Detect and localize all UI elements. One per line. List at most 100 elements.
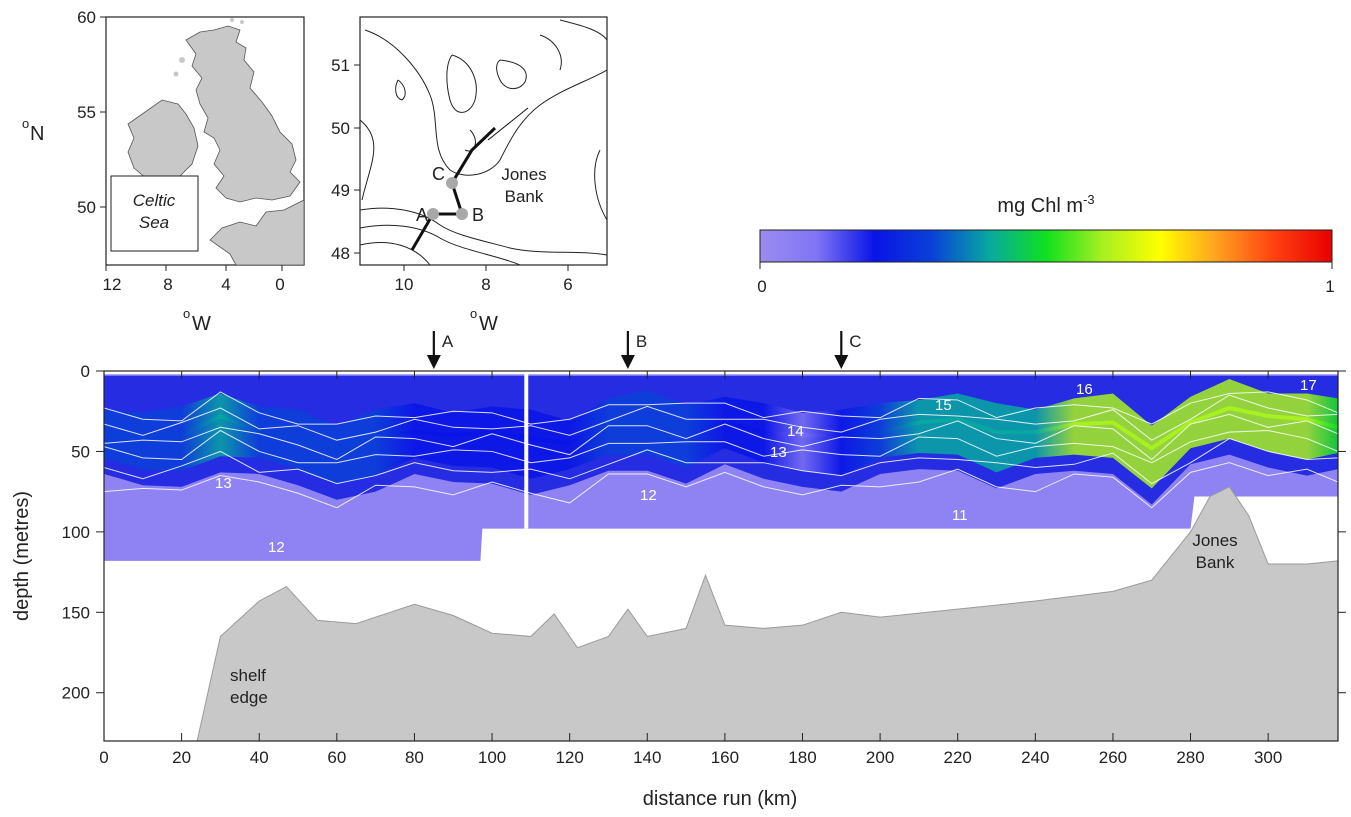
x-tick-label: 260 xyxy=(1099,748,1127,767)
station-c-label: C xyxy=(432,164,445,184)
detail-lon-tick: 8 xyxy=(481,275,490,294)
x-tick-label: 60 xyxy=(327,748,346,767)
station-arrow-c: C xyxy=(834,331,862,369)
y-tick-label: 0 xyxy=(81,362,90,381)
isotherm-label: 12 xyxy=(268,539,285,556)
overview-lon-tick: 8 xyxy=(163,275,172,294)
overview-lat-label-sup: o xyxy=(22,116,29,131)
contour-line xyxy=(446,54,477,113)
jones-bank-map-label-line2: Bank xyxy=(505,187,544,206)
x-tick-label: 0 xyxy=(99,748,108,767)
overview-lat-tick: 55 xyxy=(77,103,96,122)
detail-map: A B C Jones Bank 51 50 49 48 10 8 6 o W xyxy=(331,16,608,335)
x-axis: 0 20 40 60 80 100 120 140 160 180 200 220 240 260 280 3… xyxy=(99,371,1282,767)
x-tick-label: 280 xyxy=(1176,748,1204,767)
x-tick-label: 160 xyxy=(711,748,739,767)
jones-bank-label-line2: Bank xyxy=(1196,553,1235,572)
island-mark xyxy=(230,18,234,22)
overview-lon-label-sup: o xyxy=(183,306,190,321)
isotherm-label: 11 xyxy=(952,507,968,524)
jones-bank-leader xyxy=(487,107,529,141)
overview-lon-axis: 12 8 4 0 o W xyxy=(103,265,285,335)
overview-lon-tick: 12 xyxy=(103,275,122,294)
contour-line xyxy=(594,149,607,221)
station-arrow-label: B xyxy=(636,332,647,351)
overview-lon-tick: 0 xyxy=(275,275,284,294)
detail-lat-axis: 51 50 49 48 xyxy=(331,56,360,263)
x-tick-label: 300 xyxy=(1254,748,1282,767)
detail-lat-tick: 51 xyxy=(331,56,350,75)
contour-line xyxy=(395,79,406,101)
detail-lon-label-sup: o xyxy=(470,306,477,321)
station-a-label: A xyxy=(416,205,428,225)
station-markers: A B C xyxy=(426,331,862,369)
x-axis-title: distance run (km) xyxy=(643,788,798,810)
isotherm-line xyxy=(104,429,1338,464)
isotherm-label: 12 xyxy=(640,487,657,504)
overview-land xyxy=(127,18,304,265)
isotherm-line xyxy=(104,394,1338,441)
isotherm-label: 13 xyxy=(770,444,787,461)
isotherm-line xyxy=(104,413,1338,461)
y-tick-label: 150 xyxy=(62,603,90,622)
island-mark xyxy=(240,20,244,24)
x-tick-label: 100 xyxy=(478,748,506,767)
great-britain-land xyxy=(185,25,301,203)
detail-lon-label: W xyxy=(479,313,498,335)
station-c-marker xyxy=(446,177,458,189)
jones-bank-label-line1: Jones xyxy=(1192,531,1237,550)
plot-frame xyxy=(103,370,1339,742)
station-b-marker xyxy=(456,208,468,220)
overview-lat-tick: 60 xyxy=(77,8,96,27)
colorbar-title-sup: -3 xyxy=(1083,192,1095,207)
contour-line xyxy=(539,34,562,71)
colorbar: mg Chl m-3 0 1 xyxy=(757,192,1334,296)
overview-lat-label: N xyxy=(30,123,44,145)
celtic-sea-box xyxy=(110,175,199,252)
y-axis-title: depth (metres) xyxy=(11,491,33,621)
section-plot: 13 12 12 11 14 13 15 16 17 shelf edge Jo… xyxy=(11,331,1346,810)
station-a-marker xyxy=(427,208,439,220)
data-gap xyxy=(524,371,529,529)
x-tick-label: 200 xyxy=(866,748,894,767)
detail-lon-tick: 6 xyxy=(563,275,572,294)
isotherm-line xyxy=(104,391,1338,425)
contour-line xyxy=(360,119,375,201)
transect-line xyxy=(410,126,497,251)
station-arrow-b: B xyxy=(620,331,647,369)
bathymetry-contours xyxy=(360,19,607,265)
overview-lon-label: W xyxy=(192,313,211,335)
france-land xyxy=(209,199,304,265)
colorbar-min-label: 0 xyxy=(757,277,766,296)
island-mark xyxy=(173,71,179,77)
contour-line xyxy=(496,59,527,89)
station-arrow-label: C xyxy=(849,332,861,351)
x-tick-label: 180 xyxy=(788,748,816,767)
contour-line xyxy=(360,242,431,265)
detail-lon-axis: 10 8 6 o W xyxy=(395,265,573,335)
isotherm-label: 16 xyxy=(1076,381,1093,398)
x-tick-label: 220 xyxy=(944,748,972,767)
isotherm-line xyxy=(104,438,1338,485)
y-tick-label: 200 xyxy=(62,684,90,703)
x-tick-label: 40 xyxy=(250,748,269,767)
isotherm-label: 17 xyxy=(1300,377,1317,394)
shelf-edge-label-line2: edge xyxy=(230,688,268,707)
detail-lat-tick: 50 xyxy=(331,119,350,138)
isotherm-line xyxy=(104,462,1338,509)
y-tick-label: 50 xyxy=(71,442,90,461)
chlorophyll-max-core xyxy=(104,405,1338,451)
contour-line xyxy=(559,19,607,41)
detail-lat-tick: 48 xyxy=(331,244,350,263)
isotherm-label: 14 xyxy=(787,423,804,440)
x-tick-label: 80 xyxy=(405,748,424,767)
station-arrow-label: A xyxy=(442,332,454,351)
y-tick-label: 100 xyxy=(62,523,90,542)
station-b-label: B xyxy=(472,205,484,225)
contour-line xyxy=(360,224,521,265)
overview-map: Celtic Sea 60 55 50 o N 12 8 4 0 o W xyxy=(22,8,305,335)
overview-lat-tick: 50 xyxy=(77,198,96,217)
shelf-edge-label-line1: shelf xyxy=(230,666,266,685)
x-tick-label: 120 xyxy=(555,748,583,767)
